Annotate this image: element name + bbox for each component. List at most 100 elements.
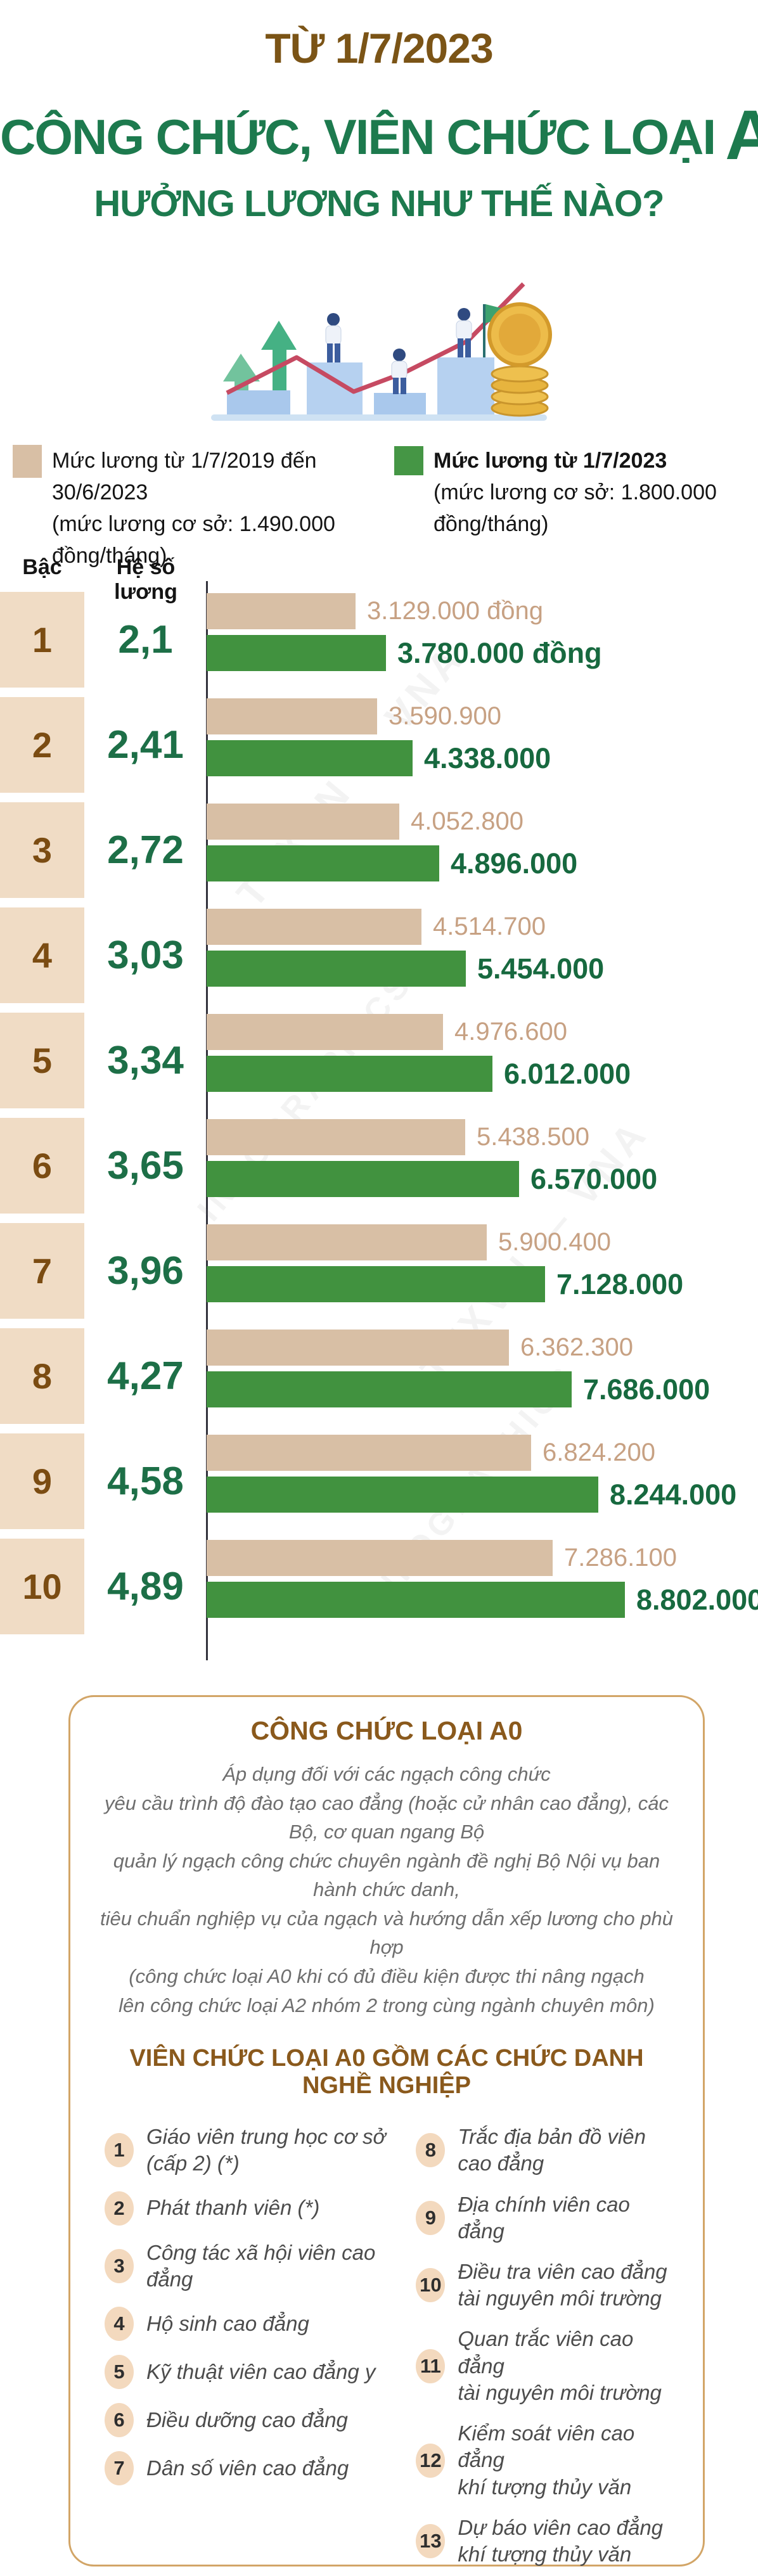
job-title-text: Hộ sinh cao đẳng [146,2311,309,2335]
old-salary-value: 5.438.500 [477,1123,589,1151]
level-box: 9 [0,1433,84,1529]
job-title-text: Kỹ thuật viên cao đẳng y [146,2359,376,2383]
salary-coefficient: 4,27 [107,1354,184,1398]
new-salary-value: 4.338.000 [424,742,551,774]
chart-row: 3 2,72 4.052.800 4.896.000 [0,802,758,907]
job-title-text: Địa chính viên cao đẳng [458,2192,630,2243]
chart-row: 1 2,1 3.129.000 đồng 3.780.000 đồng [0,592,758,697]
new-salary-bar [207,1371,572,1407]
job-number-badge: 8 [416,2133,446,2168]
page-subtitle: HƯỞNG LƯƠNG NHƯ THẾ NÀO? [94,183,664,224]
info-box-title: CÔNG CHỨC LOẠI A0 [250,1716,523,1745]
chart-row: 4 3,03 4.514.700 5.454.000 [0,907,758,1013]
salary-coefficient: 4,58 [107,1459,184,1503]
column-header-level: Bậc [22,555,62,579]
new-salary-bar [207,1161,519,1197]
job-list-item: 4 Hộ sinh cao đẳng [105,2307,416,2341]
old-salary-bar [207,1540,553,1576]
job-list-item: 11 Quan trắc viên cao đẳng tài nguyên mô… [416,2326,681,2406]
legend-new-salary: Mức lương từ 1/7/2023 (mức lương cơ sở: … [394,445,749,540]
level-number: 9 [32,1461,53,1501]
salary-coefficient: 3,65 [107,1144,184,1188]
info-box-paragraph: Áp dụng đối với các ngạch công chức yêu … [100,1763,674,2016]
old-salary-bar [207,698,377,734]
job-list-left-column: 1 Giáo viên trung học cơ sở (cấp 2) (*) … [105,2124,416,2568]
job-title-list: 1 Giáo viên trung học cơ sở (cấp 2) (*) … [92,2124,681,2568]
old-salary-bar [207,1330,509,1366]
job-title-text: Kiểm soát viên cao đẳng khí tượng thủy v… [458,2421,635,2499]
old-salary-value: 6.362.300 [520,1333,633,1361]
info-box: CÔNG CHỨC LOẠI A0 Áp dụng đối với các ng… [68,1695,705,2566]
chart-row: 7 3,96 5.900.400 7.128.000 [0,1223,758,1328]
old-salary-bar [207,804,399,840]
new-salary-bar [207,1056,492,1092]
job-number-badge: 3 [105,2248,134,2283]
salary-coefficient: 3,96 [107,1249,184,1293]
old-salary-bar [207,1014,443,1050]
chart-row: 6 3,65 5.438.500 6.570.000 [0,1118,758,1223]
new-salary-value: 6.012.000 [504,1058,631,1090]
job-title-text: Điều tra viên cao đẳng tài nguyên môi tr… [458,2260,667,2310]
new-salary-value: 5.454.000 [477,952,605,985]
salary-coefficient: 3,03 [107,933,184,977]
salary-coefficient: 2,41 [107,723,184,767]
job-list-item: 6 Điều dưỡng cao đẳng [105,2403,416,2437]
old-salary-bar [207,1119,465,1155]
job-list-item: 13 Dự báo viên cao đẳng khí tượng thủy v… [416,2515,681,2568]
growth-illustration [211,282,552,421]
job-list-item: 9 Địa chính viên cao đẳng [416,2191,681,2245]
level-box: 7 [0,1223,84,1319]
job-title-text: Quan trắc viên cao đẳng tài nguyên môi t… [458,2327,662,2404]
job-list-item: 7 Dân số viên cao đẳng [105,2451,416,2485]
new-salary-bar [207,740,413,776]
job-title-text: Trắc địa bản đồ viên cao đẳng [458,2125,646,2176]
level-number: 1 [32,620,53,660]
old-salary-value: 4.976.600 [454,1018,567,1046]
old-salary-value: 7.286.100 [564,1544,677,1572]
level-box: 4 [0,907,84,1003]
level-number: 3 [32,830,53,870]
column-header-coefficient: Hệ số lương [114,555,177,604]
salary-coefficient: 2,72 [107,828,184,872]
chart-row: 8 4,27 6.362.300 7.686.000 [0,1328,758,1433]
job-number-badge: 7 [105,2451,134,2485]
new-salary-bar [207,635,386,671]
level-box: 10 [0,1539,84,1634]
old-salary-value: 6.824.200 [543,1439,655,1466]
new-salary-value: 6.570.000 [530,1163,658,1195]
job-list-item: 5 Kỹ thuật viên cao đẳng y [105,2355,416,2389]
job-number-badge: 11 [416,2349,446,2383]
salary-coefficient: 3,34 [107,1039,184,1082]
job-number-badge: 12 [416,2443,446,2478]
old-salary-bar [207,1224,487,1260]
new-salary-value: 7.686.000 [583,1373,710,1406]
salary-coefficient: 2,1 [118,618,173,662]
level-number: 2 [32,725,53,765]
level-number: 6 [32,1146,53,1186]
job-number-badge: 1 [105,2133,134,2168]
new-salary-bar [207,1582,625,1618]
old-salary-value: 4.514.700 [433,913,546,940]
new-salary-bar [207,845,439,881]
level-box: 5 [0,1013,84,1108]
old-salary-bar [207,593,356,629]
level-box: 2 [0,697,84,793]
level-box: 1 [0,592,84,688]
legend-old-salary: Mức lương từ 1/7/2019 đến 30/6/2023 (mức… [13,445,380,572]
job-number-badge: 4 [105,2307,134,2341]
new-salary-bar [207,951,466,987]
old-salary-bar [207,909,421,945]
job-list-item: 3 Công tác xã hội viên cao đẳng [105,2240,416,2293]
new-salary-value: 7.128.000 [556,1268,684,1300]
level-box: 8 [0,1328,84,1424]
old-salary-value: 5.900.400 [498,1228,611,1256]
job-number-badge: 2 [105,2191,134,2226]
new-salary-value: 8.802.000 [636,1584,758,1616]
job-list-item: 1 Giáo viên trung học cơ sở (cấp 2) (*) [105,2124,416,2177]
coin-stack-icon [487,302,552,417]
chart-row: 9 4,58 6.824.200 8.244.000 [0,1433,758,1539]
legend-old-swatch [13,445,42,478]
salary-coefficient: 4,89 [107,1565,184,1608]
job-number-badge: 9 [416,2200,446,2235]
